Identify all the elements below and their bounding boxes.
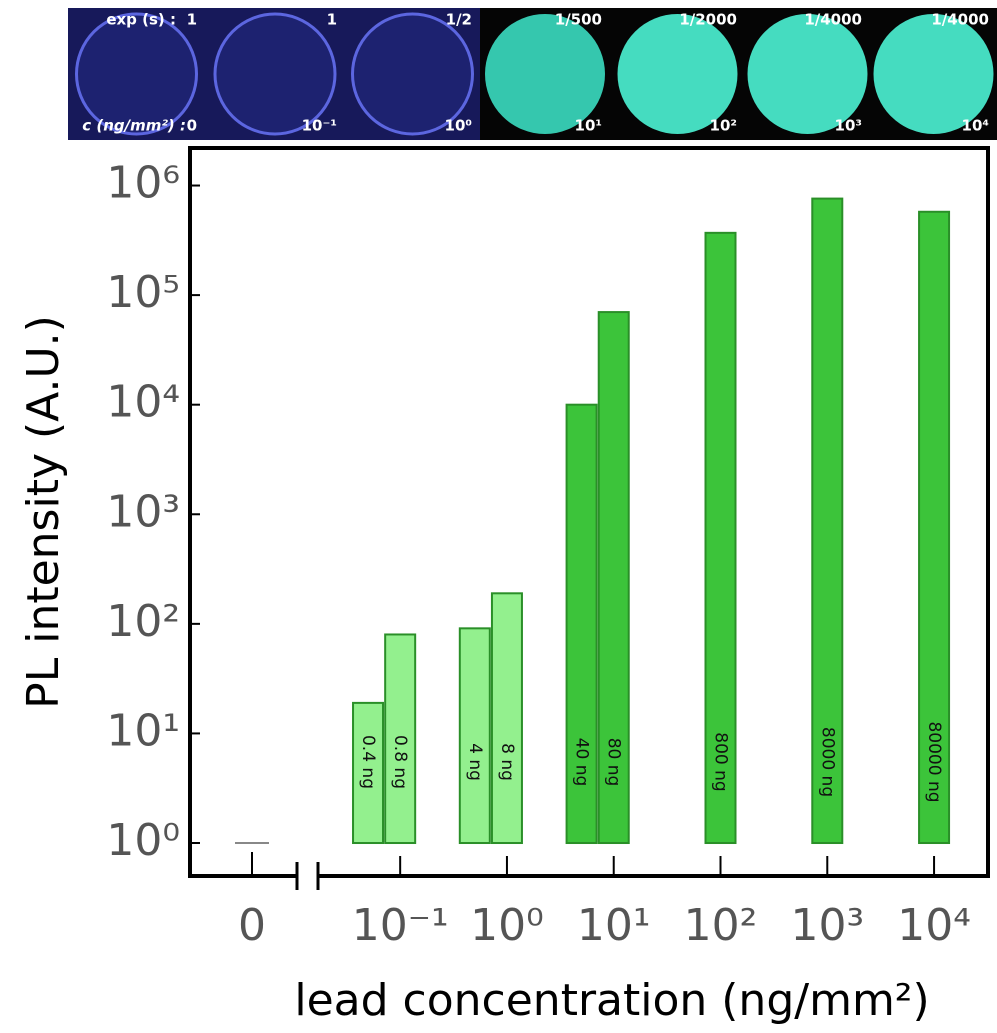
- bar-label: 8 ng: [497, 743, 517, 781]
- exposure-label: 1/500: [555, 11, 602, 29]
- y-axis-title: PL intensity (A.U.): [18, 315, 69, 709]
- concentration-label: 10³: [835, 117, 862, 135]
- x-tick-label: 10⁰: [470, 900, 544, 951]
- x-tick-label: 10¹: [577, 900, 651, 951]
- exposure-title: exp (s) :: [106, 11, 176, 29]
- x-tick-label: 10²: [684, 900, 758, 951]
- y-tick-label: 10⁵: [106, 267, 180, 318]
- exposure-label: 1/4000: [931, 11, 989, 29]
- exposure-label: 1/2: [446, 11, 472, 29]
- y-tick-label: 10³: [106, 486, 180, 537]
- concentration-label: 0: [187, 117, 197, 135]
- concentration-label: 10⁰: [445, 117, 472, 135]
- x-tick-label: 0: [238, 900, 266, 951]
- exposure-label: 1: [187, 11, 197, 29]
- photo-spot: [873, 14, 994, 134]
- bar: [384, 633, 417, 845]
- y-tick-label: 10²: [106, 596, 180, 647]
- photo-spot: [485, 14, 605, 134]
- photo-spot: [617, 14, 738, 134]
- bar: [811, 197, 844, 845]
- photo-spot: [747, 14, 868, 134]
- bar-label: 800 ng: [711, 732, 731, 791]
- y-tick-label: 10⁴: [106, 377, 180, 428]
- concentration-label: 10⁴: [962, 117, 989, 135]
- bar: [352, 701, 385, 845]
- exposure-label: 1/2000: [679, 11, 737, 29]
- concentration-label: 10¹: [575, 117, 602, 135]
- exposure-label: 1/4000: [804, 11, 862, 29]
- concentration-title: c (ng/mm²) :: [82, 117, 186, 135]
- x-tick-label: 10³: [790, 900, 864, 951]
- bar-label: 40 ng: [572, 738, 592, 787]
- bar: [918, 210, 951, 845]
- bar-label: 4 ng: [465, 743, 485, 781]
- concentration-label: 10²: [710, 117, 737, 135]
- photo-spot: [351, 12, 474, 136]
- bar-label: 80000 ng: [924, 721, 944, 802]
- photo-strip: 1 0 1 10⁻¹ 1/2 10⁰ 1/500 10¹ 1/2000 10² 1/4000 10³ 1…: [68, 8, 997, 140]
- x-tick-label: 10⁻¹: [352, 900, 449, 951]
- bar-label: 0.4 ng: [358, 735, 378, 789]
- concentration-label: 10⁻¹: [302, 117, 337, 135]
- exposure-label: 1: [327, 11, 337, 29]
- bar: [597, 311, 630, 845]
- photo-spot: [213, 12, 337, 136]
- bar: [458, 627, 491, 845]
- y-tick-label: 10⁶: [106, 158, 180, 209]
- x-tick-label: 10⁴: [897, 900, 971, 951]
- bar: [490, 592, 523, 845]
- bar-label: 0.8 ng: [390, 735, 410, 789]
- bar-label: 8000 ng: [817, 727, 837, 797]
- bar: [565, 403, 598, 845]
- y-tick-label: 10¹: [106, 705, 180, 756]
- x-axis-title: lead concentration (ng/mm²): [294, 975, 929, 1026]
- photo-spot: [75, 12, 198, 136]
- bar-label: 80 ng: [604, 738, 624, 787]
- y-tick-label: 10⁰: [106, 815, 180, 866]
- bar: [704, 231, 737, 845]
